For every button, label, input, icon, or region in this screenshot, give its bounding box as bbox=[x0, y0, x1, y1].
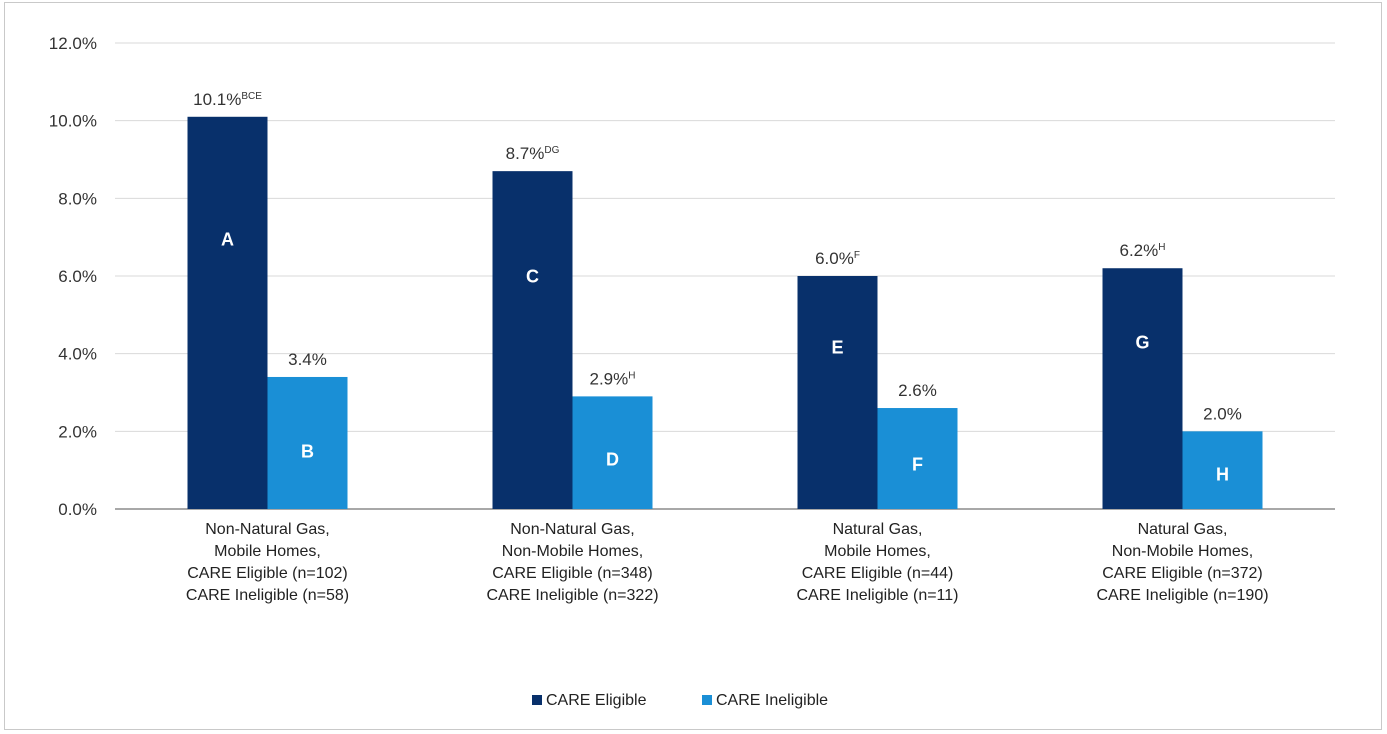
bar bbox=[877, 408, 958, 509]
data-label-value: 8.7% bbox=[506, 144, 545, 163]
x-category-label: Non-Natural Gas, bbox=[205, 521, 330, 538]
x-category-label: Non-Mobile Homes, bbox=[502, 543, 643, 560]
bar bbox=[1182, 431, 1263, 509]
bar bbox=[187, 116, 268, 510]
x-category-label: CARE Ineligible (n=11) bbox=[796, 587, 958, 604]
legend: CARE Eligible CARE Ineligible bbox=[532, 692, 828, 709]
data-label: 2.9%H bbox=[590, 369, 636, 388]
bars bbox=[187, 116, 1263, 510]
bar bbox=[267, 376, 348, 509]
y-tick-label: 0.0% bbox=[58, 500, 97, 519]
data-label: 2.0% bbox=[1203, 404, 1242, 423]
y-tick-label: 6.0% bbox=[58, 267, 97, 286]
data-label-superscript: F bbox=[854, 250, 860, 261]
value-labels: 10.1%BCEA3.4%B8.7%DGC2.9%HD6.0%FE2.6%F6.… bbox=[193, 90, 1242, 485]
data-label-superscript: DG bbox=[544, 145, 559, 156]
x-category-label: Natural Gas, bbox=[1138, 521, 1228, 538]
bar-letter-label: G bbox=[1135, 332, 1149, 352]
chart-frame: 0.0% 2.0% 4.0% 6.0% 8.0% 10.0% 12.0% 10.1%BCE A… bbox=[4, 2, 1382, 730]
data-label-value: 2.9% bbox=[590, 369, 629, 388]
data-label: 2.6% bbox=[898, 381, 937, 400]
y-tick-label: 8.0% bbox=[58, 189, 97, 208]
x-category-label: Mobile Homes, bbox=[214, 543, 321, 560]
data-label-value: 10.1% bbox=[193, 90, 241, 109]
bar-chart: 0.0%2.0%4.0%6.0%8.0%10.0%12.0% 10.1%BCEA… bbox=[49, 34, 1335, 709]
legend-label: CARE Eligible bbox=[546, 692, 647, 709]
x-category-label: Natural Gas, bbox=[833, 521, 923, 538]
x-category-label: CARE Eligible (n=348) bbox=[492, 565, 653, 582]
data-label-value: 6.0% bbox=[815, 249, 854, 268]
bar-letter-label: E bbox=[831, 338, 843, 358]
data-label: 8.7%DG bbox=[506, 144, 560, 163]
bar-letter-label: C bbox=[526, 266, 539, 286]
x-category-label: CARE Eligible (n=102) bbox=[187, 565, 348, 582]
x-axis-categories: Non-Natural Gas, Mobile Homes, CARE Eligib… bbox=[186, 521, 1269, 604]
y-tick-label: 4.0% bbox=[58, 345, 97, 364]
legend-label: CARE Ineligible bbox=[716, 692, 828, 709]
bar bbox=[492, 171, 573, 509]
data-label: 3.4% bbox=[288, 350, 327, 369]
data-label-superscript: BCE bbox=[241, 91, 262, 102]
bar-letter-label: H bbox=[1216, 464, 1229, 484]
data-label: 6.2%H bbox=[1120, 241, 1166, 260]
data-label-value: 2.0% bbox=[1203, 404, 1242, 423]
bar-letter-label: F bbox=[912, 455, 923, 475]
bar bbox=[797, 276, 878, 509]
x-category-label: Non-Mobile Homes, bbox=[1112, 543, 1253, 560]
x-category-label: CARE Eligible (n=372) bbox=[1102, 565, 1263, 582]
legend-swatch bbox=[702, 695, 712, 705]
bar-letter-label: D bbox=[606, 450, 619, 470]
y-axis: 0.0% 2.0% 4.0% 6.0% 8.0% 10.0% 12.0% bbox=[49, 34, 1335, 519]
x-category-label: CARE Ineligible (n=322) bbox=[486, 587, 658, 604]
data-label-superscript: H bbox=[628, 370, 635, 381]
data-label-value: 3.4% bbox=[288, 350, 327, 369]
bar bbox=[572, 396, 653, 509]
bar bbox=[1102, 268, 1183, 509]
data-label: 6.0%F bbox=[815, 249, 860, 268]
data-label-value: 2.6% bbox=[898, 381, 937, 400]
bar-letter-label: A bbox=[221, 229, 234, 249]
legend-swatch bbox=[532, 695, 542, 705]
x-category-label: Mobile Homes, bbox=[824, 543, 931, 560]
x-category-label: CARE Eligible (n=44) bbox=[802, 565, 954, 582]
data-label-superscript: H bbox=[1158, 242, 1165, 253]
data-label-value: 6.2% bbox=[1120, 241, 1159, 260]
bar-letter-label: B bbox=[301, 442, 314, 462]
y-tick-label: 2.0% bbox=[58, 422, 97, 441]
data-label: 10.1%BCE bbox=[193, 90, 262, 109]
y-tick-label: 10.0% bbox=[49, 112, 97, 131]
x-category-label: Non-Natural Gas, bbox=[510, 521, 635, 538]
y-tick-label: 12.0% bbox=[49, 34, 97, 53]
x-category-label: CARE Ineligible (n=58) bbox=[186, 587, 349, 604]
x-category-label: CARE Ineligible (n=190) bbox=[1096, 587, 1268, 604]
